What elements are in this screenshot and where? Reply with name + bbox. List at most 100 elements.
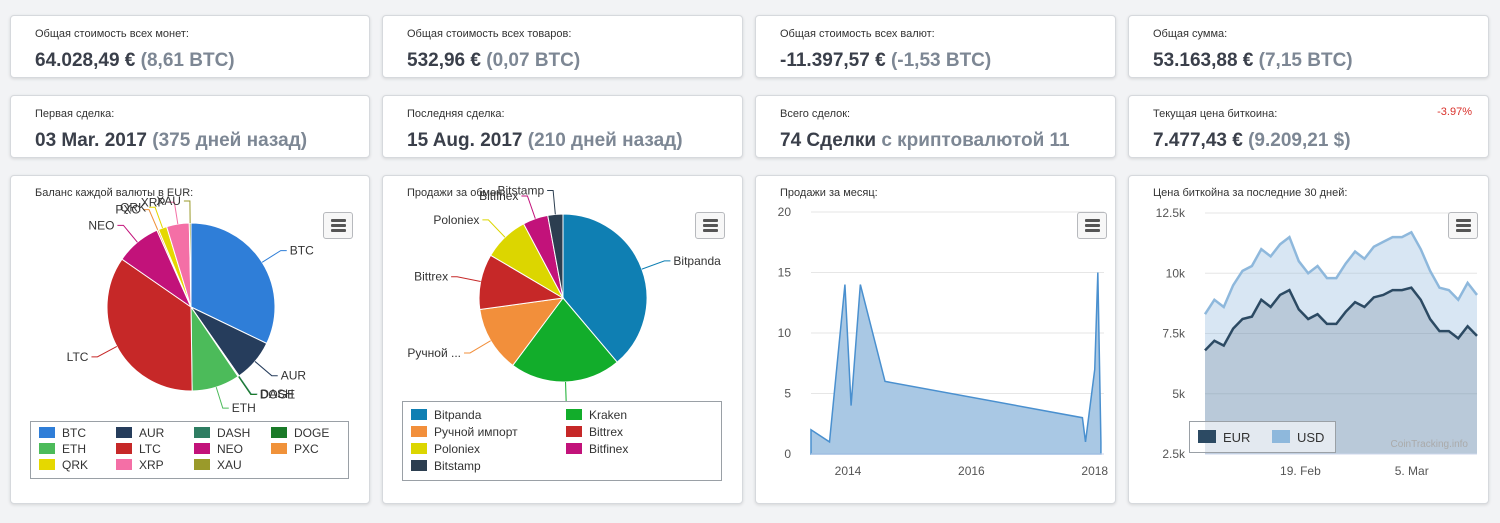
legend-label: EUR <box>1223 430 1251 445</box>
legend-swatch <box>116 443 132 454</box>
x-tick-label: 2016 <box>958 464 985 478</box>
legend-label: LTC <box>139 442 161 456</box>
y-tick-label: 7.5k <box>1162 327 1186 341</box>
pie-connector <box>117 224 138 243</box>
pie-connector <box>143 209 159 231</box>
legend-label: QRK <box>62 458 89 472</box>
pie-slice-ltc[interactable] <box>106 258 193 392</box>
legend-item-6[interactable]: Bittrex <box>566 425 623 439</box>
exchange-sales-chart: Продажи за обмен: Bitpanda Kraken Ручной .… <box>382 175 743 504</box>
legend-swatch <box>39 443 55 454</box>
legend-item-3[interactable]: Poloniex <box>411 442 480 456</box>
legend-item-usd[interactable]: USD <box>1272 430 1324 445</box>
legend-label: Bitfinex <box>589 442 629 456</box>
pie-label: DOGE <box>260 388 295 402</box>
chart-title: Продажи за обмен: <box>407 187 506 199</box>
pie-connector <box>91 346 118 358</box>
legend-item-7[interactable]: Bitfinex <box>566 442 628 456</box>
chart-menu-button[interactable] <box>323 212 353 239</box>
legend-swatch <box>566 409 582 420</box>
chart-menu-button[interactable] <box>695 212 725 239</box>
pie-label: AUR <box>281 369 307 383</box>
stat-value: 53.163,88 € (7,15 BTC) <box>1153 50 1353 71</box>
pie-slice-kraken[interactable] <box>512 297 618 383</box>
legend-item-pxc[interactable]: PXC <box>271 442 319 456</box>
series-line-eur[interactable] <box>1204 286 1478 352</box>
legend-label: Poloniex <box>434 442 481 456</box>
y-tick-label: 20 <box>778 205 792 219</box>
legend-swatch <box>116 427 132 438</box>
legend-item-xrp[interactable]: XRP <box>116 458 164 472</box>
legend-item-eth[interactable]: ETH <box>39 442 86 456</box>
series-line-usd[interactable] <box>1203 230 1478 315</box>
legend-swatch <box>411 460 427 471</box>
pie-label: DASH <box>260 387 293 401</box>
bitcoin-price-chart: Цена биткойна за последние 30 дней: 2.5k… <box>1128 175 1489 504</box>
legend-item-4[interactable]: Bitstamp <box>411 459 481 473</box>
legend-label: NEO <box>217 442 244 456</box>
stat-label: Общая стоимость всех монет: <box>35 28 189 40</box>
pie-connector <box>547 189 556 215</box>
legend-swatch <box>39 459 55 470</box>
x-tick-label: 5. Mar <box>1395 464 1429 478</box>
stat-label: Последняя сделка: <box>407 108 505 120</box>
pie-connector <box>183 200 191 224</box>
bitcoin-price-area: 2.5k 5k 7.5k 10k 12.5k 19. Feb 5. Mar CoinTrack… <box>1156 206 1478 478</box>
legend-swatch <box>411 443 427 454</box>
legend-item-aur[interactable]: AUR <box>116 426 164 440</box>
y-tick-label: 0 <box>784 447 791 461</box>
legend-label: BTC <box>62 426 86 440</box>
pie-connector <box>482 219 506 238</box>
legend-item-ltc[interactable]: LTC <box>116 442 161 456</box>
legend-item-qrk[interactable]: QRK <box>39 458 88 472</box>
stat-label: Общая стоимость всех валют: <box>780 28 935 40</box>
legend-label: Bittrex <box>589 425 624 439</box>
legend-label: Ручной импорт <box>434 425 518 439</box>
legend-item-5[interactable]: Kraken <box>566 408 627 422</box>
pie-connector <box>451 276 481 282</box>
legend-label: DASH <box>217 426 251 440</box>
pie-connector <box>641 260 671 270</box>
chart-credit[interactable]: CoinTracking.info <box>1391 439 1469 450</box>
legend-item-eur[interactable]: EUR <box>1198 430 1251 445</box>
legend-swatch <box>271 443 287 454</box>
pie-connector <box>464 340 491 354</box>
pie-label: Ручной ... <box>407 346 461 360</box>
pie-slice-bitpanda[interactable] <box>562 213 648 363</box>
legend-label: AUR <box>139 426 165 440</box>
legend-item-neo[interactable]: NEO <box>194 442 243 456</box>
sales-area-series[interactable] <box>810 272 1102 455</box>
stat-card-first-trade: Первая сделка: 03 Mar. 2017 (375 дней на… <box>10 95 370 158</box>
legend-item-btc[interactable]: BTC <box>39 426 86 440</box>
x-tick-label: 2014 <box>835 464 862 478</box>
legend-swatch <box>271 427 287 438</box>
chart-menu-button[interactable] <box>1448 212 1478 239</box>
pie-connector <box>168 201 179 225</box>
stat-card-last-trade: Последняя сделка: 15 Aug. 2017 (210 дней… <box>382 95 743 158</box>
stat-value: 74 Сделки с криптовалютой 11 <box>780 130 1070 151</box>
legend-item-doge[interactable]: DOGE <box>271 426 329 440</box>
pie-label: BTC <box>290 244 314 258</box>
monthly-sales-chart: Продажи за месяц: 0 5 10 15 20 2014 2016 2018 <box>755 175 1116 504</box>
chart-title: Продажи за месяц: <box>780 187 878 199</box>
legend-swatch <box>411 409 427 420</box>
pie-label: PXC <box>115 203 140 217</box>
y-tick-label: 5k <box>1172 387 1186 401</box>
legend-label: Bitstamp <box>434 459 481 473</box>
pie-slice-btc[interactable] <box>190 222 276 345</box>
exchange-sales-pie: BitpandaKrakenРучной ...BittrexPoloniexB… <box>407 183 721 412</box>
legend-swatch <box>194 443 210 454</box>
legend-item-xau[interactable]: XAU <box>194 458 242 472</box>
legend-swatch <box>566 443 582 454</box>
legend-item-2[interactable]: Ручной импорт <box>411 425 518 439</box>
stat-value: 7.477,43 € (9.209,21 $) <box>1153 130 1351 151</box>
stat-card-coins-value: Общая стоимость всех монет: 64.028,49 € … <box>10 15 370 78</box>
legend-item-1[interactable]: Bitpanda <box>411 408 481 422</box>
pie-slice--[interactable] <box>479 297 565 367</box>
chart-menu-button[interactable] <box>1077 212 1107 239</box>
pie-label: Bitfinex <box>479 189 518 203</box>
legend-item-dash[interactable]: DASH <box>194 426 250 440</box>
legend-label: Bitpanda <box>434 408 482 422</box>
legend-swatch <box>1272 430 1290 443</box>
legend-swatch <box>194 459 210 470</box>
